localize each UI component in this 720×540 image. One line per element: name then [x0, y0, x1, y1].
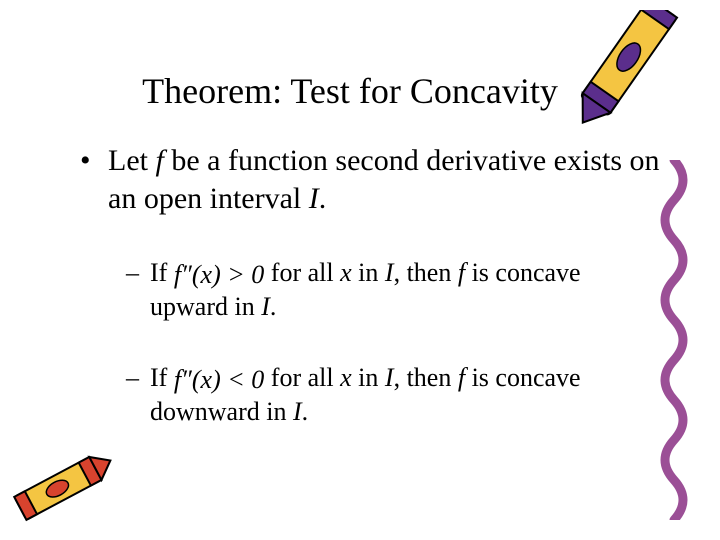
var-x: x: [340, 258, 352, 287]
var-I: I: [293, 397, 302, 426]
text: be a function second derivative exists o…: [108, 144, 660, 215]
var-I: I: [385, 363, 394, 392]
text: for all: [264, 258, 340, 287]
var-f: f: [155, 144, 163, 177]
text: If: [150, 363, 174, 392]
text: .: [302, 397, 309, 426]
text: If: [150, 258, 174, 287]
var-f: f: [458, 363, 465, 392]
text: .: [319, 182, 327, 215]
slide-title: Theorem: Test for Concavity: [80, 70, 660, 112]
var-I: I: [261, 292, 270, 321]
bullet-level2-1: If f″(x) > 0 for all x in I, then f is c…: [126, 257, 660, 324]
text: in: [352, 363, 385, 392]
text: Let: [108, 144, 155, 177]
text: , then: [394, 363, 458, 392]
var-x: x: [340, 363, 352, 392]
text: for all: [264, 363, 340, 392]
var-I: I: [385, 258, 394, 287]
bullet-level1: Let f be a function second derivative ex…: [80, 142, 660, 217]
var-I: I: [309, 182, 319, 215]
bullet-level2-2: If f″(x) < 0 for all x in I, then f is c…: [126, 362, 660, 429]
var-f: f: [458, 258, 465, 287]
crayon-bottom-left-icon: [6, 444, 116, 534]
text: in: [352, 258, 385, 287]
text: , then: [394, 258, 458, 287]
text: .: [270, 292, 277, 321]
math-expr: f″(x) > 0: [174, 259, 264, 292]
math-expr: f″(x) < 0: [174, 364, 264, 397]
squiggle-icon: [654, 160, 694, 520]
slide: Theorem: Test for Concavity Let f be a f…: [0, 0, 720, 540]
